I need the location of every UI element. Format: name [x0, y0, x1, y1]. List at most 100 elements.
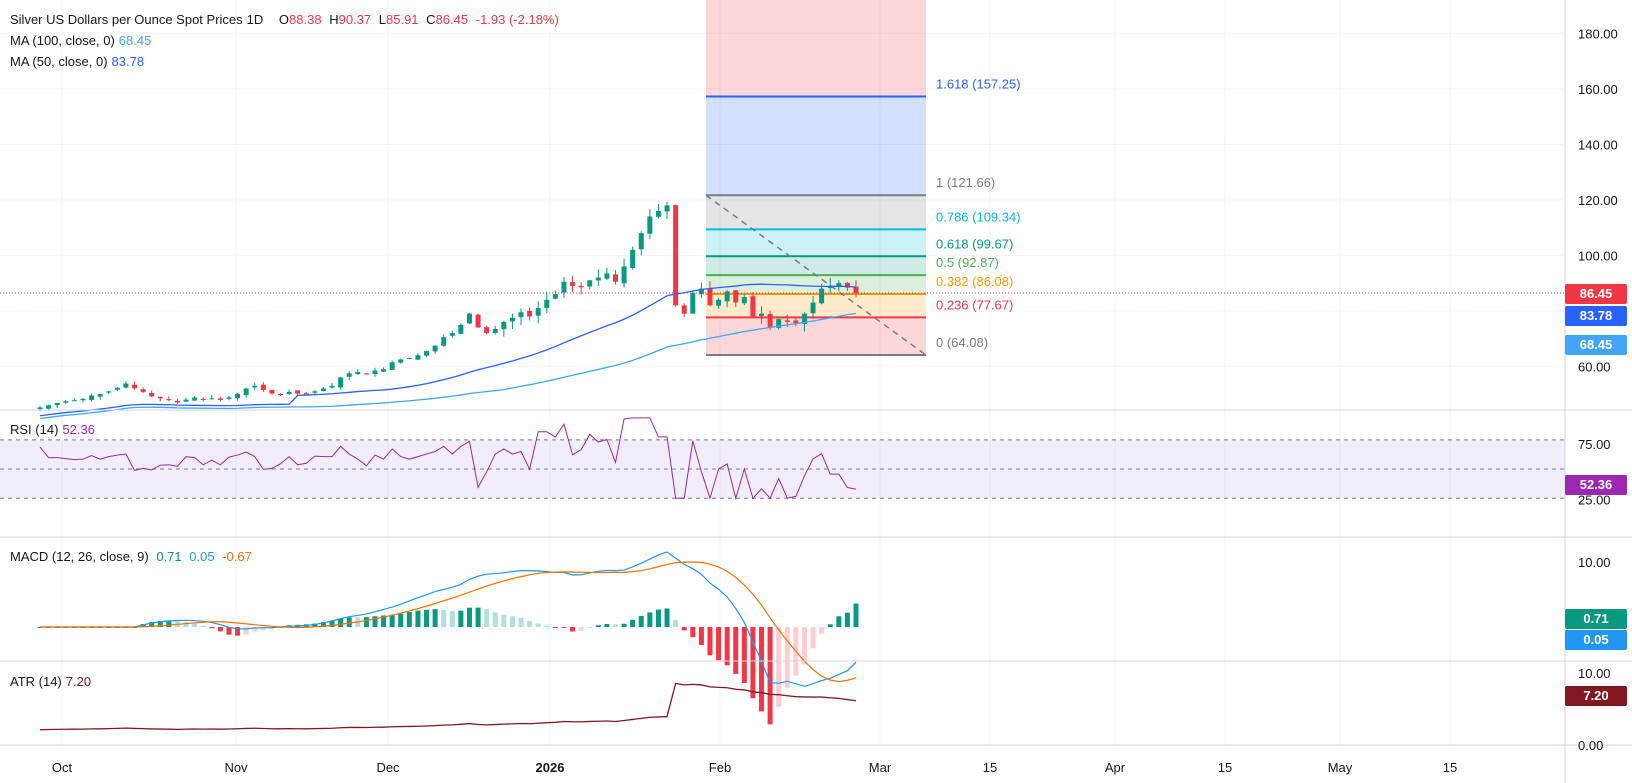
- y-tick-label: 100.00: [1578, 248, 1618, 263]
- macd-histogram-bar: [252, 627, 258, 632]
- macd-histogram-bar: [552, 627, 558, 628]
- macd-histogram-bar: [398, 613, 404, 627]
- fib-level-label: 0 (64.08): [936, 335, 988, 350]
- candle-body: [853, 286, 859, 293]
- candle-body: [518, 312, 524, 318]
- macd-histogram-bar: [750, 627, 756, 699]
- macd-legend: MACD (12, 26, close, 9) 0.71 0.05 -0.67: [10, 549, 256, 564]
- fib-fill: [706, 96, 926, 196]
- x-tick-label: 15: [1443, 760, 1457, 775]
- ma50-label: MA (50, close, 0): [10, 54, 108, 69]
- candle-body: [793, 320, 799, 324]
- x-tick-label: Dec: [376, 760, 400, 775]
- candle-body: [71, 400, 77, 402]
- candle-body: [466, 313, 472, 324]
- candle-body: [89, 395, 95, 400]
- fib-level-label: 1 (121.66): [936, 175, 995, 190]
- macd-histogram-bar: [570, 627, 576, 632]
- candle-body: [97, 394, 103, 397]
- candle-body: [406, 358, 412, 360]
- macd-histogram-bar: [638, 615, 644, 627]
- macd-histogram-bar: [312, 623, 318, 627]
- macd-histogram-bar: [363, 617, 369, 627]
- fib-fill: [706, 317, 926, 356]
- candle-body: [157, 396, 163, 399]
- macd-histogram-bar: [767, 627, 773, 725]
- macd-histogram-bar: [630, 619, 636, 627]
- candle-body: [149, 393, 155, 397]
- candle-body: [690, 292, 696, 314]
- low-value: 85.91: [386, 12, 419, 27]
- macd-pane: [37, 551, 859, 725]
- candle-body: [621, 266, 627, 284]
- ma50-line: [39, 283, 857, 417]
- candle-body: [664, 205, 670, 212]
- candle-body: [424, 351, 430, 356]
- price-badge: 86.45: [1565, 284, 1627, 304]
- candle-body: [784, 320, 790, 322]
- macd-histogram-bar: [243, 627, 249, 635]
- candle-body: [363, 373, 369, 375]
- macd-histogram-bar: [733, 627, 739, 674]
- macd-histogram-bar: [561, 627, 567, 629]
- high-label: H: [329, 12, 339, 27]
- candle-body: [381, 369, 387, 372]
- rsi-tick-label: 25.00: [1578, 493, 1611, 508]
- candle-body: [527, 310, 533, 317]
- candle-body: [604, 273, 610, 279]
- macd-histogram-bar: [466, 607, 472, 627]
- macd-histogram-bar: [612, 624, 618, 627]
- candle-body: [200, 398, 206, 400]
- macd-histogram-bar: [424, 609, 430, 627]
- candle-body: [286, 391, 292, 395]
- candle-body: [338, 377, 344, 388]
- fib-fill: [706, 293, 926, 318]
- y-tick-label: 160.00: [1578, 82, 1618, 97]
- candle-body: [552, 294, 558, 299]
- candle-body: [140, 389, 146, 392]
- candle-body: [698, 288, 704, 295]
- candle-body: [235, 393, 241, 399]
- macd-histogram-bar: [320, 622, 326, 627]
- candle-body: [37, 407, 43, 410]
- low-label: L: [378, 12, 386, 27]
- y-tick-label: 60.00: [1578, 359, 1611, 374]
- macd-histogram-bar: [527, 620, 533, 627]
- fibonacci-extension: 1.618 (157.25) 1 (121.66) 0.786 (109.34) 0.…: [705, 0, 1021, 357]
- macd-histogram-bar: [475, 607, 481, 627]
- candle-body: [303, 393, 309, 395]
- macd-histogram-bar: [664, 608, 670, 627]
- candle-body: [544, 299, 550, 308]
- candle-body: [123, 383, 129, 388]
- candle-body: [441, 337, 447, 346]
- candle-body: [810, 302, 816, 314]
- candle-body: [759, 313, 765, 316]
- candle-body: [595, 277, 601, 281]
- macd-histogram-bar: [406, 611, 412, 627]
- candle-body: [415, 355, 421, 360]
- macd-histogram-bar: [698, 627, 704, 645]
- macd-histogram-bar: [595, 625, 601, 627]
- atr-tick-label: 0.00: [1578, 738, 1603, 753]
- candle-body: [389, 362, 395, 370]
- rsi-legend: RSI (14) 52.36: [10, 422, 99, 437]
- candle-body: [63, 401, 69, 403]
- macd-histogram-bar: [535, 623, 541, 627]
- candle-body: [561, 281, 567, 293]
- x-tick-label: Feb: [709, 760, 731, 775]
- fib-fill: [706, 256, 926, 276]
- x-tick-label: Nov: [224, 760, 248, 775]
- macd-histogram-bar: [260, 627, 266, 631]
- ma100-legend: MA (100, close, 0) 68.45: [10, 33, 155, 48]
- candle-body: [243, 388, 249, 396]
- ma50-badge: 83.78: [1565, 306, 1627, 326]
- candle-body: [509, 317, 515, 322]
- atr-legend: ATR (14) 7.20: [10, 674, 95, 689]
- rsi-value: 52.36: [62, 422, 95, 437]
- candle-body: [836, 283, 842, 287]
- price-pane: [0, 201, 1565, 420]
- candle-body: [432, 345, 438, 352]
- candle-body: [716, 299, 722, 306]
- candle-body: [295, 390, 301, 394]
